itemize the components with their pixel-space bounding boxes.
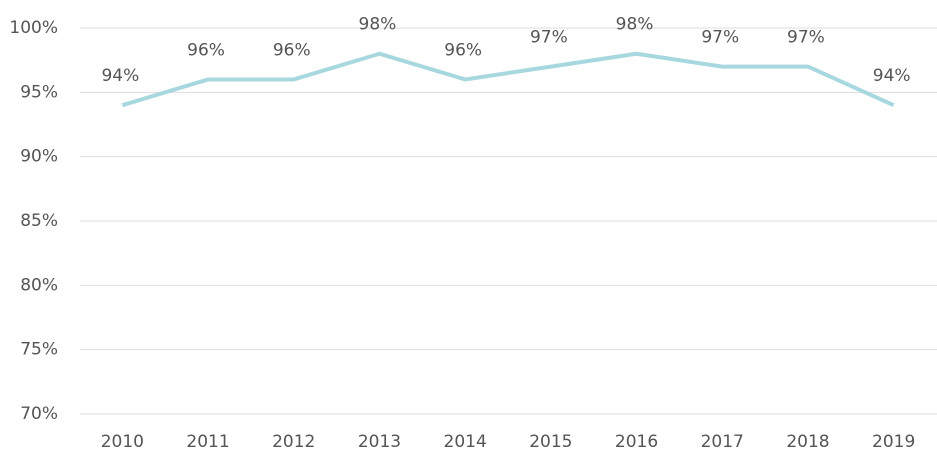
y-tick-label: 70% [20, 404, 58, 424]
value-label: 94% [873, 66, 911, 86]
x-tick-label: 2010 [101, 432, 144, 450]
value-label: 97% [530, 28, 568, 48]
y-tick-label: 75% [20, 340, 58, 360]
y-tick-label: 100% [9, 18, 58, 38]
value-label: 96% [187, 40, 225, 60]
y-tick-label: 95% [20, 82, 58, 102]
x-tick-label: 2013 [358, 432, 401, 450]
value-label: 94% [101, 66, 139, 86]
data-line [121, 51, 895, 108]
value-label: 96% [444, 40, 482, 60]
value-label: 97% [787, 28, 825, 48]
x-tick-label: 2016 [615, 432, 658, 450]
value-label: 98% [616, 15, 654, 35]
x-tick-label: 2014 [444, 432, 487, 450]
y-tick-label: 80% [20, 275, 58, 295]
value-label: 96% [273, 40, 311, 60]
value-label: 97% [701, 28, 739, 48]
y-tick-label: 90% [20, 147, 58, 167]
x-tick-label: 2011 [186, 432, 229, 450]
x-tick-label: 2019 [872, 432, 915, 450]
value-label: 98% [359, 15, 397, 35]
x-tick-label: 2017 [701, 432, 744, 450]
x-tick-label: 2012 [272, 432, 315, 450]
x-tick-label: 2015 [529, 432, 572, 450]
x-tick-label: 2018 [786, 432, 829, 450]
y-tick-label: 85% [20, 211, 58, 231]
